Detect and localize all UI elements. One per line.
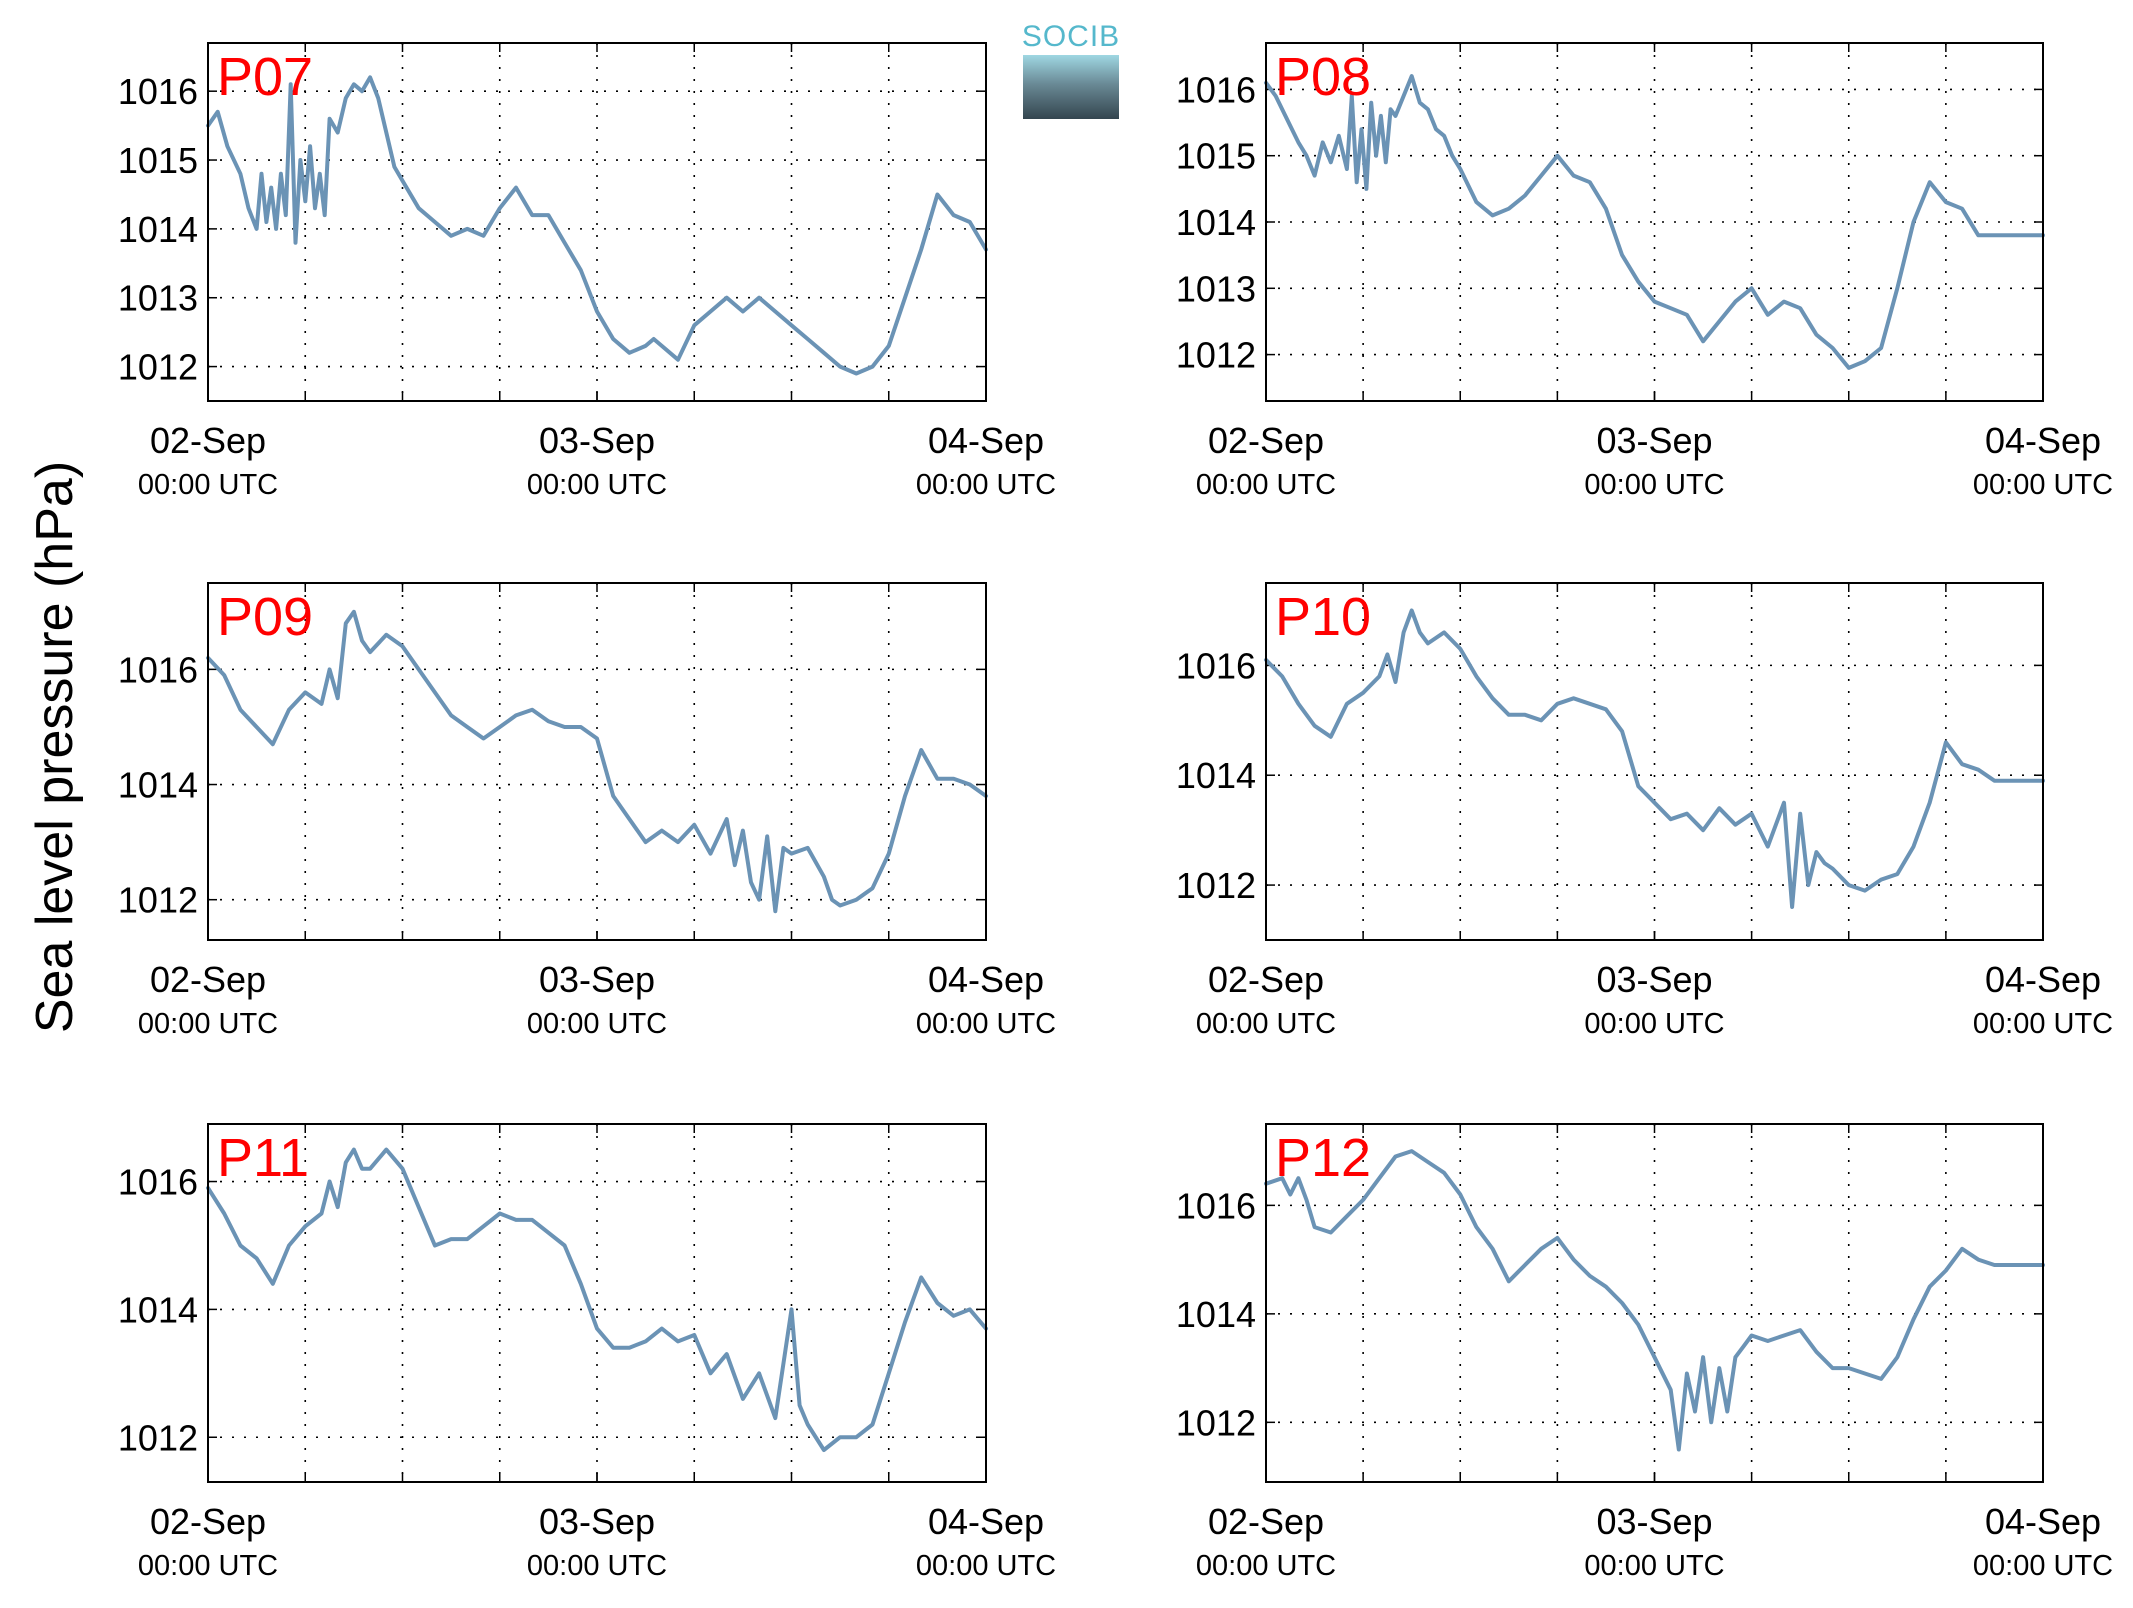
panel-label: P12: [1275, 1128, 1371, 1188]
y-tick-label: 1015: [1176, 136, 1256, 177]
series-line-p09: [206, 609, 988, 914]
axes-frame: [1265, 582, 2044, 941]
panel-label: P07: [217, 47, 313, 107]
x-tick-date-label: 02-Sep: [150, 959, 266, 1000]
panel-label: P11: [217, 1128, 309, 1188]
series-line-p10: [1264, 608, 2045, 909]
panel-p10: 1012 1014 1016 02-Sep 00:00 UTC 03-Sep 00:00 U…: [1176, 582, 2113, 1040]
panel-p11: 1012 1014 1016 02-Sep 00:00 UTC 03-Sep 00:00 U…: [118, 1123, 1056, 1582]
x-tick-date-label: 02-Sep: [150, 420, 266, 461]
x-tick-date-label: 04-Sep: [928, 1501, 1044, 1542]
x-tick-date-label: 03-Sep: [539, 420, 655, 461]
x-tick-date-label: 04-Sep: [1985, 959, 2101, 1000]
y-tick-label: 1013: [118, 278, 198, 319]
x-tick-date-label: 02-Sep: [1208, 1501, 1324, 1542]
panel-p08: 1012 1013 1014 1015 1016 02-Sep 00:00 UTC 03-Se…: [1176, 42, 2113, 501]
x-tick-date-label: 04-Sep: [928, 959, 1044, 1000]
y-tick-label: 1013: [1176, 268, 1256, 309]
y-tick-label: 1016: [1176, 1185, 1256, 1226]
series-line-p07: [206, 75, 988, 376]
x-tick-time-label: 00:00 UTC: [138, 1550, 278, 1582]
y-tick-label: 1012: [1176, 335, 1256, 376]
series-line-p12: [1264, 1149, 2045, 1452]
y-tick-label: 1014: [1176, 755, 1256, 796]
y-tick-label: 1012: [118, 347, 198, 388]
y-tick-label: 1016: [1176, 69, 1256, 110]
panels: 1012 1013 1014 1015 1016 02-Sep 00:00 UTC 03-Se…: [118, 42, 2113, 1582]
panel-label: P09: [217, 587, 313, 647]
x-tick-time-label: 00:00 UTC: [1196, 469, 1336, 501]
axes-frame: [1265, 1123, 2044, 1483]
panel-p09: 1012 1014 1016 02-Sep 00:00 UTC 03-Sep 00:00 U…: [118, 582, 1056, 1040]
x-tick-time-label: 00:00 UTC: [1584, 469, 1724, 501]
series-line-p11: [206, 1147, 988, 1452]
panel-label: P08: [1275, 47, 1371, 107]
logo-image: [1023, 55, 1119, 119]
y-tick-label: 1014: [118, 209, 198, 250]
y-tick-label: 1014: [1176, 202, 1256, 243]
x-tick-date-label: 03-Sep: [539, 959, 655, 1000]
logo-text: SOCIB: [1021, 20, 1121, 53]
y-tick-label: 1012: [118, 1417, 198, 1458]
x-tick-date-label: 02-Sep: [1208, 420, 1324, 461]
x-tick-time-label: 00:00 UTC: [138, 1008, 278, 1040]
x-tick-time-label: 00:00 UTC: [527, 1550, 667, 1582]
y-tick-label: 1012: [1176, 865, 1256, 906]
x-tick-date-label: 02-Sep: [150, 1501, 266, 1542]
y-tick-label: 1014: [118, 1289, 198, 1330]
y-tick-label: 1016: [1176, 645, 1256, 686]
y-tick-label: 1014: [1176, 1294, 1256, 1335]
x-tick-date-label: 03-Sep: [1596, 959, 1712, 1000]
x-tick-time-label: 00:00 UTC: [1584, 1550, 1724, 1582]
x-tick-date-label: 04-Sep: [1985, 1501, 2101, 1542]
x-tick-time-label: 00:00 UTC: [916, 1008, 1056, 1040]
x-tick-time-label: 00:00 UTC: [1196, 1550, 1336, 1582]
x-tick-date-label: 03-Sep: [1596, 1501, 1712, 1542]
y-tick-label: 1015: [118, 140, 198, 181]
x-tick-time-label: 00:00 UTC: [1196, 1008, 1336, 1040]
axes-frame: [207, 42, 987, 402]
axes-frame: [207, 582, 987, 941]
x-tick-time-label: 00:00 UTC: [1973, 469, 2113, 501]
y-tick-label: 1016: [118, 649, 198, 690]
x-tick-date-label: 04-Sep: [1985, 420, 2101, 461]
y-tick-label: 1012: [1176, 1402, 1256, 1443]
figure-ylabel: Sea level pressure (hPa): [26, 461, 84, 1033]
socib-logo: SOCIB: [1020, 20, 1122, 122]
x-tick-date-label: 04-Sep: [928, 420, 1044, 461]
panel-label: P10: [1275, 587, 1371, 647]
x-tick-time-label: 00:00 UTC: [527, 1008, 667, 1040]
y-tick-label: 1014: [118, 765, 198, 806]
series-line-p08: [1264, 74, 2045, 370]
x-tick-date-label: 03-Sep: [539, 1501, 655, 1542]
panel-p12: 1012 1014 1016 02-Sep 00:00 UTC 03-Sep 00:00 U…: [1176, 1123, 2113, 1582]
y-tick-label: 1016: [118, 1162, 198, 1203]
y-tick-label: 1016: [118, 71, 198, 112]
x-tick-time-label: 00:00 UTC: [916, 1550, 1056, 1582]
x-tick-time-label: 00:00 UTC: [1584, 1008, 1724, 1040]
x-tick-time-label: 00:00 UTC: [527, 469, 667, 501]
x-tick-time-label: 00:00 UTC: [1973, 1550, 2113, 1582]
x-tick-time-label: 00:00 UTC: [138, 469, 278, 501]
y-tick-label: 1012: [118, 880, 198, 921]
panel-p07: 1012 1013 1014 1015 1016 02-Sep 00:00 UTC 03-Se…: [118, 42, 1056, 501]
x-tick-date-label: 03-Sep: [1596, 420, 1712, 461]
x-tick-date-label: 02-Sep: [1208, 959, 1324, 1000]
x-tick-time-label: 00:00 UTC: [916, 469, 1056, 501]
x-tick-time-label: 00:00 UTC: [1973, 1008, 2113, 1040]
